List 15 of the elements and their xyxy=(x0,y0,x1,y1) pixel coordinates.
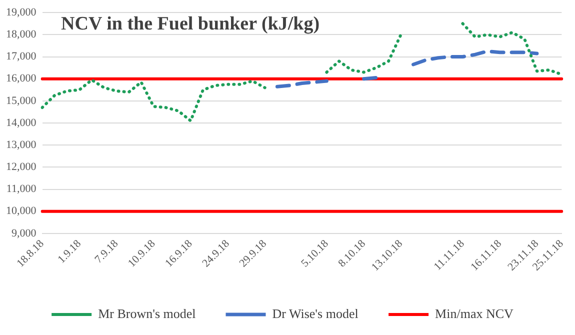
y-tick-label: 19,000 xyxy=(6,6,37,18)
y-tick-label: 16,000 xyxy=(6,72,37,85)
y-tick-label: 17,000 xyxy=(6,50,37,63)
y-tick-label: 9,000 xyxy=(12,227,37,240)
y-tick-label: 15,000 xyxy=(6,94,37,107)
y-tick-label: 18,000 xyxy=(6,28,37,41)
y-tick-label: 11,000 xyxy=(6,183,37,196)
y-tick-label: 10,000 xyxy=(6,205,37,218)
y-tick-label: 13,000 xyxy=(6,138,37,151)
chart-title: NCV in the Fuel bunker (kJ/kg) xyxy=(61,14,320,35)
legend-label: Dr Wise's model xyxy=(272,306,359,321)
y-tick-label: 12,000 xyxy=(6,161,37,174)
y-tick-label: 14,000 xyxy=(6,116,37,129)
legend-label: Mr Brown's model xyxy=(98,306,196,321)
legend-label: Min/max NCV xyxy=(435,306,514,321)
